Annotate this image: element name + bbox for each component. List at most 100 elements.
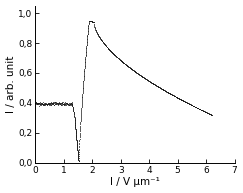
Point [89,20,93,23]
Point [83,64,87,67]
Point [86,25,90,28]
Point [76,157,80,160]
Point [192,105,196,108]
Point [74,130,78,133]
Point [57,102,61,105]
Point [109,50,113,53]
Point [82,74,86,77]
Point [103,44,107,47]
Point [81,88,85,91]
Point [134,70,138,74]
Point [187,102,191,105]
Point [207,112,211,115]
Point [59,102,63,105]
Point [66,103,69,106]
Point [113,53,117,57]
Point [137,72,140,75]
Point [200,109,204,112]
Point [110,51,113,54]
Point [73,124,77,127]
Point [44,102,48,105]
Point [129,67,133,70]
Point [149,81,153,84]
Point [78,127,82,130]
Point [208,113,212,116]
Point [101,41,105,44]
Point [86,33,89,36]
Point [152,82,156,85]
Point [149,81,153,84]
Point [88,19,92,22]
Point [48,103,52,106]
Point [141,75,145,78]
Point [60,101,64,104]
Point [104,44,108,47]
Point [179,98,183,101]
Point [79,116,83,119]
Point [143,77,147,80]
Point [75,145,79,148]
Point [171,93,174,96]
Point [122,62,126,65]
Point [104,44,107,47]
Point [74,135,78,138]
Point [56,101,60,104]
Point [57,102,61,105]
Point [130,68,134,71]
Point [98,36,102,39]
Point [180,98,184,102]
Point [52,101,56,104]
Point [108,49,112,52]
Point [83,63,87,66]
Point [54,102,58,105]
Point [90,20,94,23]
Point [42,102,46,105]
Point [73,117,77,120]
Point [45,103,49,107]
Point [93,27,97,30]
Point [154,83,157,86]
Point [138,73,141,76]
Point [68,102,71,105]
Point [79,110,83,113]
Point [110,51,114,54]
Point [41,101,45,104]
Point [134,71,138,74]
Point [109,50,113,53]
Point [102,42,106,45]
Point [144,78,148,81]
Point [203,110,207,113]
Point [77,154,81,157]
Point [209,113,213,116]
Point [163,89,167,92]
Point [140,75,144,78]
Point [73,121,77,124]
Point [145,78,148,81]
Point [83,65,87,68]
Point [139,74,142,77]
Point [77,149,81,152]
Point [78,122,82,125]
Point [210,113,214,116]
Point [153,83,157,86]
Point [68,103,72,106]
Point [43,103,47,106]
Point [193,105,197,108]
Point [144,78,148,81]
Point [188,103,192,106]
Point [190,104,194,107]
Point [92,20,96,24]
Point [79,114,83,118]
Point [87,19,91,22]
Point [44,103,48,106]
Point [41,103,45,107]
Point [97,35,101,38]
Point [126,64,130,68]
Point [170,93,174,96]
Point [178,97,182,101]
Point [89,20,93,23]
Point [95,32,99,35]
Point [169,92,173,96]
Point [105,46,109,49]
Point [87,23,90,26]
